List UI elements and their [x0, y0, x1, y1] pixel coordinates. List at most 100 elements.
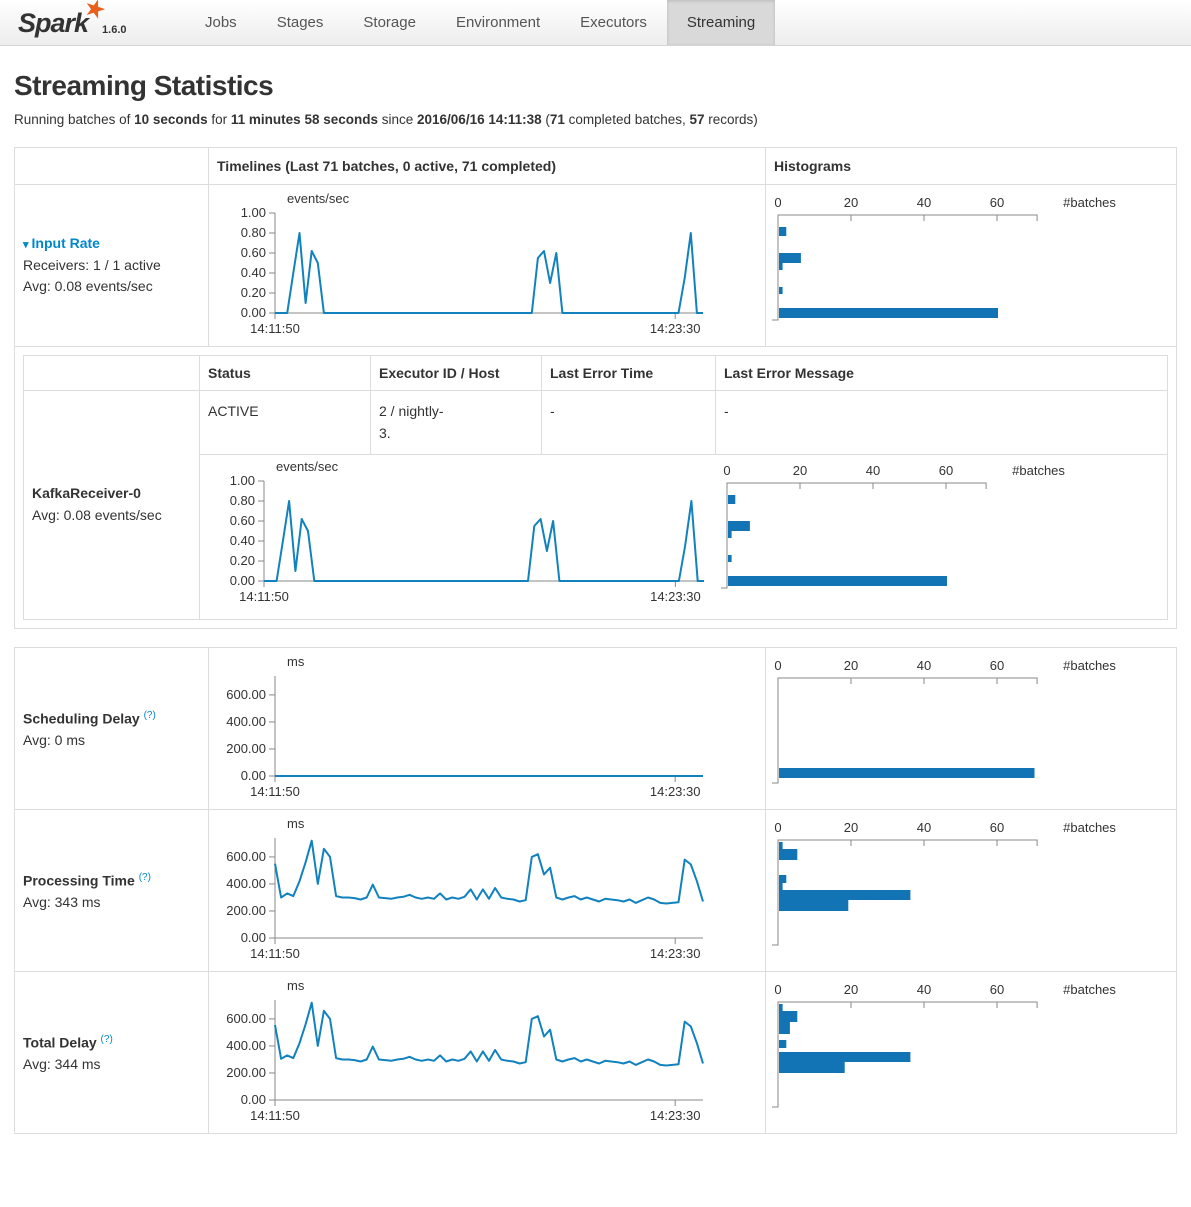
- spark-wordmark: Spark ★: [18, 0, 108, 39]
- input-rate-toggle[interactable]: ▾ Input Rate: [23, 234, 100, 251]
- scheduling-delay-timeline-chart: ms 0.00 200.00 400.00 600.00 14:11:50 14:23:30: [208, 647, 766, 811]
- svg-text:20: 20: [844, 195, 858, 210]
- svg-text:40: 40: [917, 658, 931, 673]
- processing-time-avg: Avg: 343 ms: [23, 894, 101, 910]
- spark-logo[interactable]: Spark ★ 1.6.0: [0, 0, 185, 45]
- svg-text:0.80: 0.80: [230, 493, 255, 508]
- svg-text:ms: ms: [287, 816, 305, 831]
- receiver-charts-cell: events/sec 0.00 0.20 0.40 0.60 0.80 1.00 14:11:…: [199, 453, 1168, 621]
- receiver-status: ACTIVE: [199, 390, 371, 455]
- svg-text:20: 20: [844, 820, 858, 835]
- receiver-charts-row: events/sec 0.00 0.20 0.40 0.60 0.80 1.00 14:11:…: [24, 453, 1168, 621]
- svg-text:#batches: #batches: [1063, 658, 1116, 673]
- svg-text:600.00: 600.00: [226, 1011, 266, 1026]
- svg-text:#batches: #batches: [1063, 195, 1116, 210]
- receiver-histogram-chart: 0 20 40 60 #batches: [717, 459, 1172, 615]
- nav-tabs: Jobs Stages Storage Environment Executor…: [185, 0, 776, 45]
- svg-text:#batches: #batches: [1012, 463, 1065, 478]
- total-delay-label-cell: Total Delay (?) Avg: 344 ms: [14, 971, 209, 1135]
- total-delay-label: Total Delay: [23, 1034, 97, 1051]
- svg-text:14:11:50: 14:11:50: [250, 946, 300, 961]
- empty-header-cell: [14, 147, 209, 185]
- svg-text:#batches: #batches: [1063, 820, 1116, 835]
- svg-text:60: 60: [990, 195, 1004, 210]
- scheduling-delay-label: Scheduling Delay: [23, 710, 140, 727]
- svg-text:0.00: 0.00: [241, 1092, 266, 1107]
- svg-text:0.20: 0.20: [241, 285, 266, 300]
- receiver-section-row: Status Executor ID / Host Last Error Tim…: [14, 345, 1177, 630]
- tab-jobs[interactable]: Jobs: [205, 14, 237, 31]
- scheduling-delay-label-cell: Scheduling Delay (?) Avg: 0 ms: [14, 647, 209, 811]
- receiver-name-cell: KafkaReceiver-0 Avg: 0.08 events/sec: [23, 389, 200, 621]
- receiver-timeline-chart: events/sec 0.00 0.20 0.40 0.60 0.80 1.00 14:11:…: [202, 459, 717, 615]
- receiver-table: Status Executor ID / Host Last Error Tim…: [23, 355, 1168, 621]
- summary-line: Running batches of 10 seconds for 11 min…: [14, 112, 758, 127]
- tab-executors[interactable]: Executors: [580, 14, 647, 31]
- svg-text:14:23:30: 14:23:30: [650, 589, 701, 604]
- input-rate-timeline-chart: events/sec 0.00 0.20 0.40 0.60 0.80 1.00 14:11:…: [208, 184, 766, 347]
- processing-time-row: Processing Time (?) Avg: 343 ms ms 0.00 20…: [14, 809, 1177, 973]
- svg-text:14:23:30: 14:23:30: [650, 946, 701, 961]
- streaming-stats-table: Timelines (Last 71 batches, 0 active, 71…: [14, 147, 1177, 630]
- processing-time-help-link[interactable]: (?): [138, 871, 151, 883]
- svg-text:200.00: 200.00: [226, 903, 266, 918]
- svg-text:#batches: #batches: [1063, 982, 1116, 997]
- svg-text:ms: ms: [287, 978, 305, 993]
- svg-text:0.00: 0.00: [241, 768, 266, 783]
- svg-text:1.00: 1.00: [241, 205, 266, 220]
- svg-text:400.00: 400.00: [226, 714, 266, 729]
- svg-text:0.00: 0.00: [241, 305, 266, 320]
- svg-text:14:11:50: 14:11:50: [250, 784, 300, 799]
- scheduling-delay-help-link[interactable]: (?): [143, 709, 156, 721]
- tab-streaming[interactable]: Streaming: [666, 0, 776, 45]
- svg-text:400.00: 400.00: [226, 1038, 266, 1053]
- svg-text:20: 20: [844, 982, 858, 997]
- svg-text:600.00: 600.00: [226, 687, 266, 702]
- svg-text:14:11:50: 14:11:50: [250, 1108, 300, 1123]
- svg-text:0.80: 0.80: [241, 225, 266, 240]
- svg-text:0.20: 0.20: [230, 553, 255, 568]
- status-header: Status: [199, 355, 371, 391]
- svg-text:0.40: 0.40: [230, 533, 255, 548]
- svg-text:400.00: 400.00: [226, 876, 266, 891]
- total-delay-avg: Avg: 344 ms: [23, 1056, 101, 1072]
- svg-text:60: 60: [990, 982, 1004, 997]
- histograms-header: Histograms: [765, 147, 1177, 185]
- svg-text:200.00: 200.00: [226, 1065, 266, 1080]
- svg-text:14:11:50: 14:11:50: [250, 321, 300, 336]
- batch-stats-table: Scheduling Delay (?) Avg: 0 ms ms 0.00 200…: [14, 647, 1177, 1135]
- scheduling-delay-avg: Avg: 0 ms: [23, 732, 85, 748]
- svg-text:60: 60: [939, 463, 953, 478]
- receiver-avg: Avg: 0.08 events/sec: [32, 507, 162, 524]
- total-delay-row: Total Delay (?) Avg: 344 ms ms 0.00 200.00…: [14, 971, 1177, 1135]
- svg-text:0: 0: [774, 820, 781, 835]
- processing-time-label: Processing Time: [23, 872, 135, 889]
- tab-environment[interactable]: Environment: [455, 14, 541, 31]
- section-gap: [0, 629, 1191, 647]
- processing-time-histogram-chart: 0 20 40 60 #batches: [765, 809, 1177, 973]
- stats-header-row: Timelines (Last 71 batches, 0 active, 71…: [14, 147, 1177, 185]
- svg-text:0.60: 0.60: [241, 245, 266, 260]
- tab-stages[interactable]: Stages: [276, 14, 324, 31]
- input-rate-label-cell: ▾ Input Rate Receivers: 1 / 1 active Avg:…: [14, 184, 209, 347]
- total-delay-histogram-chart: 0 20 40 60 #batches: [765, 971, 1177, 1135]
- nav-bar: Spark ★ 1.6.0 Jobs Stages Storage Environ…: [0, 0, 1191, 46]
- receiver-name: KafkaReceiver-0: [32, 485, 141, 502]
- svg-text:40: 40: [866, 463, 880, 478]
- input-rate-receivers: Receivers: 1 / 1 active: [23, 256, 161, 273]
- receiver-section-cell: Status Executor ID / Host Last Error Tim…: [14, 345, 1177, 630]
- svg-text:20: 20: [793, 463, 807, 478]
- svg-text:0.60: 0.60: [230, 513, 255, 528]
- receiver-status-row: KafkaReceiver-0 Avg: 0.08 events/sec ACT…: [23, 389, 1168, 621]
- total-delay-help-link[interactable]: (?): [100, 1033, 113, 1045]
- input-rate-avg: Avg: 0.08 events/sec: [23, 278, 153, 295]
- svg-text:14:23:30: 14:23:30: [650, 784, 701, 799]
- svg-text:0.00: 0.00: [230, 573, 255, 588]
- svg-text:0: 0: [774, 195, 781, 210]
- processing-time-label-cell: Processing Time (?) Avg: 343 ms: [14, 809, 209, 973]
- total-delay-timeline-chart: ms 0.00 200.00 400.00 600.00 14:11:50 14:23:30: [208, 971, 766, 1135]
- tab-storage[interactable]: Storage: [363, 14, 416, 31]
- svg-text:events/sec: events/sec: [287, 191, 350, 206]
- receiver-last-error-message: -: [715, 390, 1168, 455]
- svg-text:14:11:50: 14:11:50: [239, 589, 289, 604]
